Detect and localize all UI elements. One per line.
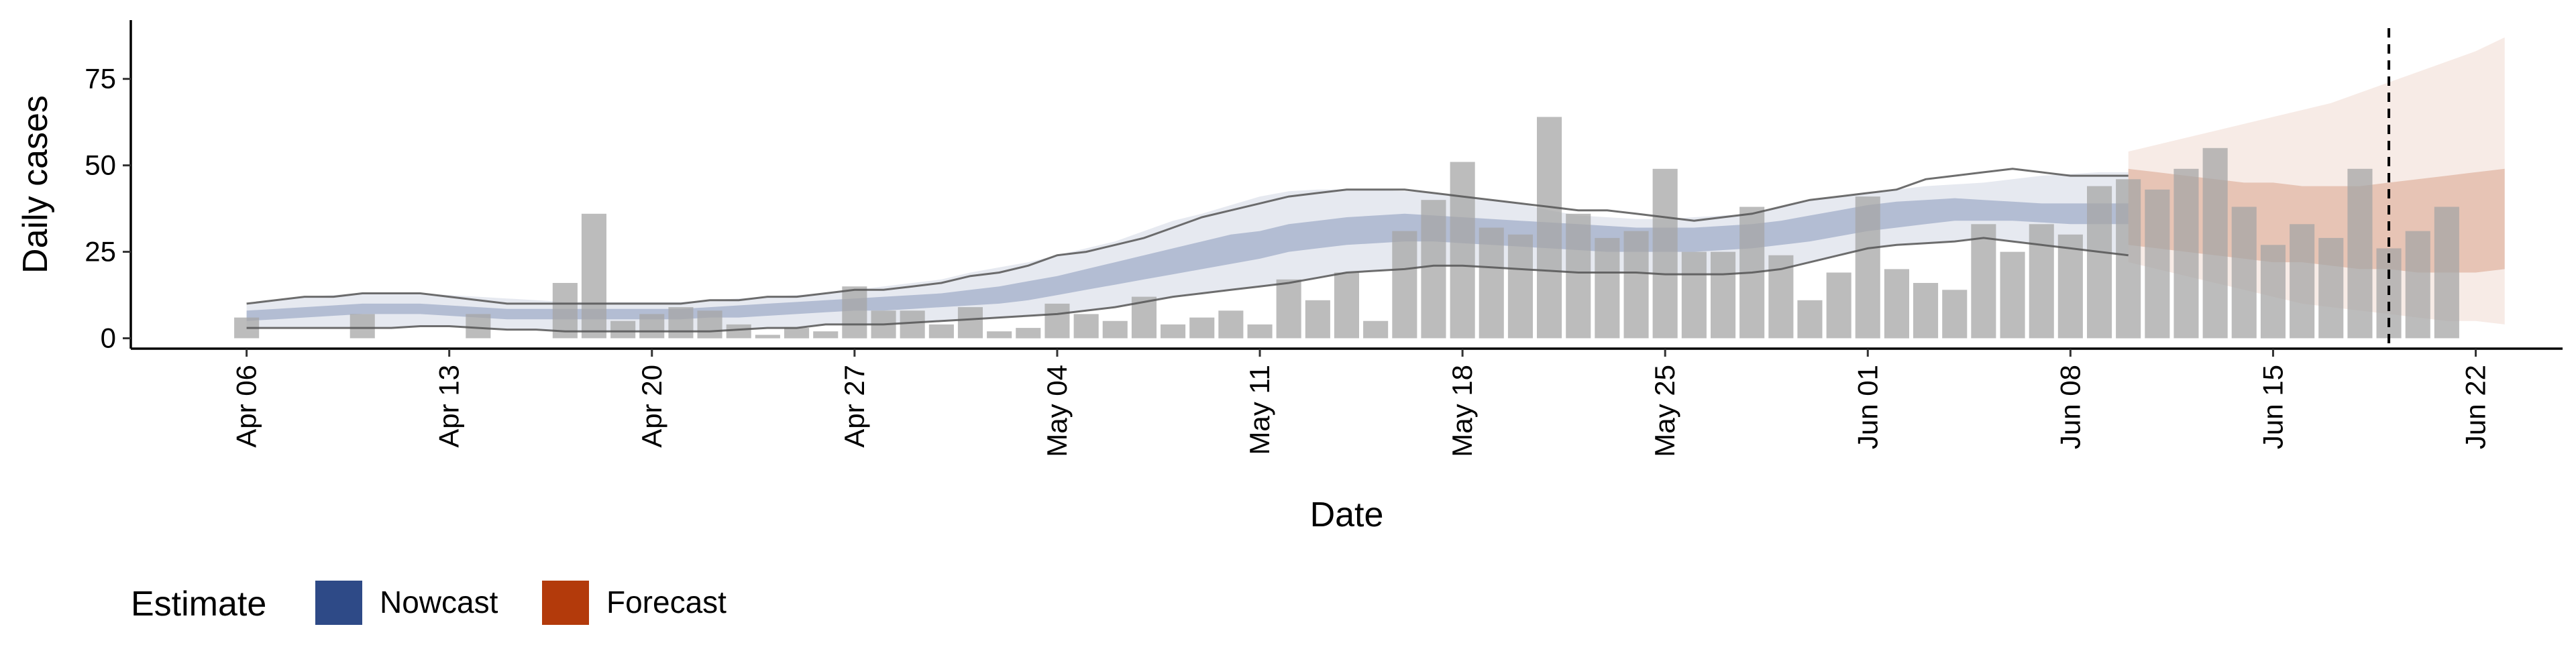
bar bbox=[1218, 310, 1244, 339]
bar bbox=[1161, 324, 1186, 339]
bar bbox=[1971, 224, 1996, 339]
bars-layer bbox=[234, 117, 2459, 339]
bar bbox=[1276, 279, 1301, 339]
x-tick-label: May 04 bbox=[1041, 365, 1073, 457]
bar bbox=[1623, 231, 1649, 339]
x-tick-label: Apr 13 bbox=[433, 365, 465, 448]
bar bbox=[1102, 320, 1128, 339]
bar bbox=[1363, 320, 1389, 339]
x-tick-label: Apr 27 bbox=[839, 365, 870, 448]
bar bbox=[697, 310, 722, 339]
bar bbox=[1392, 231, 1417, 339]
x-tick-label: May 11 bbox=[1244, 365, 1275, 455]
bar bbox=[1652, 168, 1678, 339]
bar bbox=[2145, 189, 2170, 339]
bar bbox=[1797, 300, 1823, 339]
bar bbox=[610, 320, 636, 339]
axes-layer: 0 25 50 75 Apr 06 Apr 13 Apr 20 Apr 27 May 04 May… bbox=[16, 20, 2563, 534]
x-tick-label: Apr 20 bbox=[636, 365, 667, 448]
bar bbox=[1479, 227, 1504, 339]
legend-label-nowcast: Nowcast bbox=[380, 585, 498, 620]
bar bbox=[1826, 272, 1851, 339]
bar bbox=[1537, 117, 1562, 339]
x-tick-label: May 25 bbox=[1649, 365, 1680, 457]
bar bbox=[1711, 251, 1736, 339]
bar bbox=[1016, 328, 1041, 339]
bar bbox=[2202, 148, 2228, 339]
bar bbox=[1247, 324, 1273, 339]
bar bbox=[2231, 207, 2257, 339]
y-tick-label: 25 bbox=[85, 236, 116, 268]
bar bbox=[1305, 300, 1330, 339]
bar bbox=[639, 314, 665, 339]
bar bbox=[2116, 179, 2141, 339]
y-tick-label: 75 bbox=[85, 63, 116, 95]
bar bbox=[987, 331, 1012, 339]
bar bbox=[1884, 269, 1909, 339]
bar bbox=[813, 331, 839, 339]
bar bbox=[2057, 234, 2083, 339]
bar bbox=[957, 307, 983, 339]
bar bbox=[755, 335, 780, 339]
legend-label-forecast: Forecast bbox=[606, 585, 727, 620]
bar bbox=[2318, 237, 2344, 339]
bar bbox=[1595, 237, 1620, 339]
bar bbox=[350, 314, 375, 339]
x-tick-label: Jun 01 bbox=[1851, 365, 1883, 449]
bar bbox=[726, 324, 751, 339]
bar bbox=[2347, 168, 2373, 339]
legend-swatch-forecast bbox=[542, 581, 589, 625]
legend-title: Estimate bbox=[131, 585, 266, 624]
lower-line bbox=[246, 237, 2129, 333]
nowcast-ci-band bbox=[246, 172, 2129, 332]
legend: Estimate Nowcast Forecast bbox=[131, 581, 727, 625]
x-axis-label: Date bbox=[1310, 495, 1384, 534]
bar bbox=[2260, 245, 2286, 339]
bar bbox=[2434, 207, 2459, 339]
bar bbox=[1189, 317, 1215, 339]
upper-line bbox=[246, 168, 2129, 305]
bar bbox=[900, 310, 925, 339]
lines-layer bbox=[246, 168, 2129, 333]
bar bbox=[784, 328, 810, 339]
bar bbox=[552, 283, 578, 339]
bar bbox=[1913, 283, 1939, 339]
y-tick-label: 0 bbox=[101, 322, 116, 354]
bar bbox=[2029, 224, 2054, 339]
bar bbox=[1681, 251, 1707, 339]
y-axis-label: Daily cases bbox=[16, 95, 55, 274]
x-tick-label: Jun 08 bbox=[2054, 365, 2086, 449]
bar bbox=[581, 213, 606, 339]
bar bbox=[2000, 251, 2025, 339]
bar bbox=[2290, 224, 2315, 339]
bar bbox=[1566, 213, 1591, 339]
y-tick-label: 50 bbox=[85, 150, 116, 181]
x-tick-label: May 18 bbox=[1446, 365, 1478, 457]
bar bbox=[466, 314, 491, 339]
bar bbox=[2405, 231, 2430, 339]
x-tick-label: Jun 15 bbox=[2257, 365, 2288, 449]
bar bbox=[1044, 303, 1070, 339]
bar bbox=[1334, 272, 1359, 339]
bar bbox=[1507, 234, 1533, 339]
bar bbox=[1855, 196, 1880, 339]
bar bbox=[842, 286, 867, 339]
bar bbox=[1942, 290, 1968, 339]
bar bbox=[668, 307, 694, 339]
x-tick-label: Jun 22 bbox=[2460, 365, 2491, 449]
bar bbox=[928, 324, 954, 339]
bar bbox=[2087, 186, 2112, 339]
legend-swatch-nowcast bbox=[315, 581, 362, 625]
bar bbox=[1421, 200, 1446, 339]
bar bbox=[2174, 168, 2199, 339]
x-tick-label: Apr 06 bbox=[231, 365, 262, 448]
bar bbox=[1073, 314, 1099, 339]
bar bbox=[1450, 162, 1475, 339]
